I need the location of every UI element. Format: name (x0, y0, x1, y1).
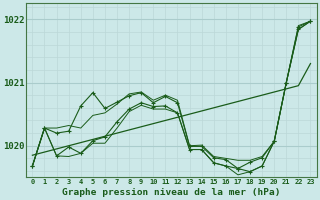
X-axis label: Graphe pression niveau de la mer (hPa): Graphe pression niveau de la mer (hPa) (62, 188, 281, 197)
